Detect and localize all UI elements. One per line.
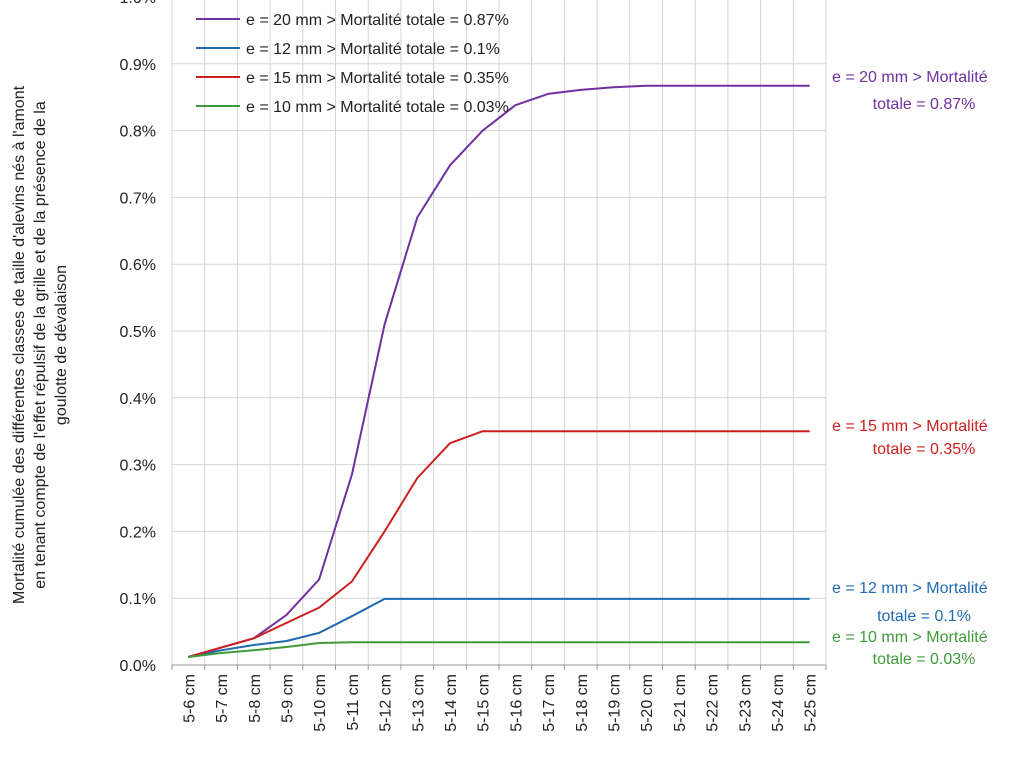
- end-label: e = 20 mm > Mortalité: [832, 69, 988, 86]
- y-tick-label: 0.8%: [120, 124, 156, 141]
- series-end-labels: e = 20 mm > Mortalité totale = 0.87% e = 1…: [832, 69, 988, 668]
- x-tick-label: 5-12 cm: [378, 674, 395, 732]
- end-label: totale = 0.1%: [877, 608, 971, 625]
- y-tick-label: 0.3%: [120, 458, 156, 475]
- x-tick-label: 5-25 cm: [803, 674, 820, 732]
- series-lines: [188, 84, 810, 658]
- series-line: [188, 430, 810, 658]
- x-tick-label: 5-21 cm: [672, 674, 689, 732]
- y-tick-label: 0.7%: [120, 190, 156, 207]
- y-axis-label-line: goulotte de dévalaison: [53, 265, 70, 425]
- x-tick-label: 5-13 cm: [410, 674, 427, 732]
- x-tick-label: 5-18 cm: [574, 674, 591, 732]
- x-tick-label: 5-15 cm: [476, 674, 493, 732]
- end-label: e = 10 mm > Mortalité: [832, 629, 988, 646]
- y-tick-label: 1.0%: [120, 0, 156, 7]
- x-tick-label: 5-17 cm: [541, 674, 558, 732]
- legend-entry: e = 10 mm > Mortalité totale = 0.03%: [246, 99, 509, 116]
- x-tick-label: 5-6 cm: [181, 674, 198, 723]
- axes: [171, 664, 827, 670]
- series-line: [188, 597, 810, 658]
- y-tick-label: 0.6%: [120, 257, 156, 274]
- y-tick-label: 0.0%: [120, 658, 156, 675]
- y-tick-label: 0.5%: [120, 324, 156, 341]
- x-tick-label: 5-8 cm: [247, 674, 264, 723]
- x-tick-label: 5-7 cm: [214, 674, 231, 723]
- x-tick-label: 5-23 cm: [737, 674, 754, 732]
- end-label: totale = 0.35%: [873, 441, 976, 458]
- x-tick-label: 5-24 cm: [770, 674, 787, 732]
- legend-entry: e = 12 mm > Mortalité totale = 0.1%: [246, 41, 500, 58]
- y-tick-label: 0.9%: [120, 57, 156, 74]
- x-tick-label: 5-11 cm: [345, 674, 362, 731]
- series-line: [188, 84, 810, 658]
- series-line: [188, 641, 810, 658]
- y-tick-label: 0.2%: [120, 524, 156, 541]
- end-label: totale = 0.03%: [873, 651, 976, 668]
- legend: e = 20 mm > Mortalité totale = 0.87% e = …: [196, 12, 509, 116]
- y-tick-label: 0.1%: [120, 591, 156, 608]
- x-tick-label: 5-9 cm: [279, 674, 296, 723]
- y-tick-label: 0.4%: [120, 391, 156, 408]
- end-label: totale = 0.87%: [873, 96, 976, 113]
- y-axis-label-line: Mortalité cumulée des différentes classe…: [11, 85, 28, 604]
- x-tick-label: 5-10 cm: [312, 674, 329, 732]
- x-tick-labels: 5-6 cm 5-7 cm 5-8 cm 5-9 cm 5-10 cm 5-11 cm 5-…: [181, 674, 819, 732]
- legend-entry: e = 15 mm > Mortalité totale = 0.35%: [246, 70, 509, 87]
- x-tick-label: 5-16 cm: [508, 674, 525, 732]
- x-tick-label: 5-14 cm: [443, 674, 460, 732]
- end-label: e = 15 mm > Mortalité: [832, 418, 988, 435]
- y-axis-label: Mortalité cumulée des différentes classe…: [11, 85, 70, 604]
- y-axis-label-line: en tenant compte de l'effet répulsif de …: [32, 101, 49, 589]
- x-tick-label: 5-19 cm: [606, 674, 623, 732]
- end-label: e = 12 mm > Mortalité: [832, 580, 988, 597]
- grid-lines: [171, 0, 827, 666]
- x-tick-label: 5-20 cm: [639, 674, 656, 732]
- x-tick-label: 5-22 cm: [705, 674, 722, 732]
- y-tick-labels: 0.0% 0.1% 0.2% 0.3% 0.4% 0.5% 0.6% 0.7% 0.8% 0.9%…: [120, 0, 156, 675]
- legend-entry: e = 20 mm > Mortalité totale = 0.87%: [246, 12, 509, 29]
